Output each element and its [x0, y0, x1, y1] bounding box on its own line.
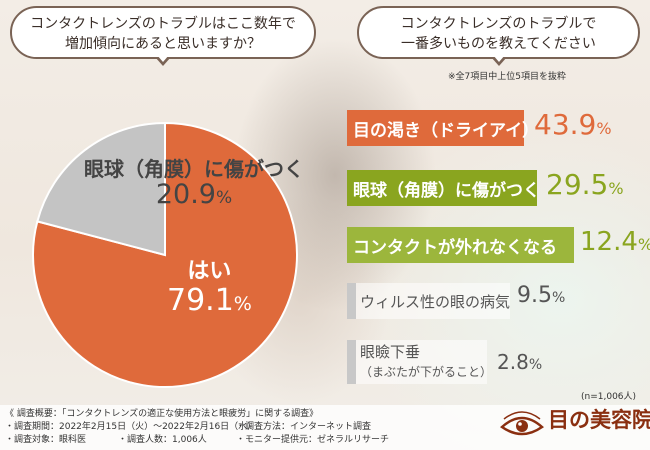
survey-count: ・調査人数：1,006人	[118, 435, 207, 445]
survey-provider: ・モニター提供元：ゼネラルリサーチ	[236, 435, 390, 445]
rank-value-ptosis: 2.8%	[497, 350, 542, 374]
question-trouble-line2: 一番多いものを教えてください	[401, 36, 596, 52]
bubble-tail	[155, 55, 171, 66]
rank-value-cornea-scratch-number: 29.5	[546, 168, 609, 201]
rank-label-lens-stuck: コンタクトが外れなくなる	[353, 237, 557, 258]
rank-value-viral-disease-number: 9.5	[517, 283, 552, 308]
pie-label-no: 眼球（角膜）に傷がつく 20.9%	[84, 158, 304, 210]
rank-value-dry-eye-unit: %	[596, 119, 612, 138]
eye-icon	[499, 411, 545, 436]
rank-box-cornea-scratch: 眼球（角膜）に傷がつく	[347, 170, 540, 206]
rank-value-lens-stuck-number: 12.4	[580, 227, 638, 257]
rank-label-dry-eye: 目の渇き（ドライアイ）	[353, 120, 540, 141]
selection-note: ※全7項目中上位5項目を抜粋	[448, 72, 566, 82]
rank-value-ptosis-number: 2.8	[497, 350, 529, 374]
question-trouble-line1: コンタクトレンズのトラブルで	[400, 16, 597, 32]
question-trend-line2: 増加傾向にあると思いますか？	[65, 36, 261, 52]
rank-value-lens-stuck-unit: %	[638, 235, 650, 254]
pie-value-yes-unit: %	[233, 293, 252, 316]
rank-box-dry-eye: 目の渇き（ドライアイ）	[347, 110, 539, 146]
rank-value-cornea-scratch: 29.5%	[546, 168, 624, 201]
rank-box-ptosis: 眼瞼下垂 （まぶたが下がること）	[347, 340, 493, 384]
rank-value-ptosis-unit: %	[528, 357, 543, 373]
rank-box-viral-disease: ウィルス性の眼の病気	[347, 283, 510, 319]
pie-value-no-unit: %	[215, 188, 233, 208]
rank-value-dry-eye-number: 43.9	[534, 108, 597, 141]
sample-size: (n=1,006人)	[581, 392, 637, 402]
rank-value-viral-disease-unit: %	[552, 290, 566, 306]
question-bubble-common-trouble: コンタクトレンズのトラブルで 一番多いものを教えてください	[357, 6, 640, 66]
pie-label-yes: はい 79.1%	[167, 259, 252, 317]
question-trend-line1: コンタクトレンズのトラブルはここ数年で	[30, 16, 296, 32]
survey-overview: 《 調査概要：「コンタクトレンズの適正な使用方法と眼疲労」に関する調査》	[5, 409, 319, 419]
bubble-tail	[490, 55, 507, 66]
rank-value-lens-stuck: 12.4%	[580, 227, 650, 257]
question-bubble-trend: コンタクトレンズのトラブルはここ数年で 増加傾向にあると思いますか？	[10, 6, 316, 66]
rank-label-cornea-scratch: 眼球（角膜）に傷がつく	[353, 180, 540, 201]
pie-category-no: 眼球（角膜）に傷がつく	[84, 157, 304, 181]
survey-target: ・調査対象：眼科医	[5, 435, 87, 445]
pie-category-yes: はい	[187, 259, 232, 284]
survey-footer: 《 調査概要：「コンタクトレンズの適正な使用方法と眼疲労」に関する調査》 ・調査…	[0, 405, 650, 450]
rank-label-ptosis: 眼瞼下垂	[360, 343, 421, 361]
rank-label-viral-disease: ウィルス性の眼の病気	[360, 292, 511, 311]
pie-slice-no	[36, 121, 166, 257]
rank-value-viral-disease: 9.5%	[517, 283, 565, 308]
pie-value-no-number: 20.9	[155, 179, 216, 210]
pie-value-no: 20.9%	[84, 180, 304, 210]
survey-period: ・調査期間：2022年2月15日（火）～2022年2月16日（水）	[5, 422, 257, 432]
rank-box-lens-stuck: コンタクトが外れなくなる	[347, 227, 574, 263]
pie-value-yes: 79.1%	[167, 284, 252, 317]
pie-value-yes-number: 79.1	[167, 283, 234, 319]
rank-sublabel-ptosis: （まぶたが下がること）	[360, 365, 493, 379]
rank-value-dry-eye: 43.9%	[534, 108, 612, 141]
brand-logo: 目の美容院	[499, 409, 650, 443]
survey-method: ・調査方法：インターネット調査	[236, 422, 372, 432]
rank-value-cornea-scratch-unit: %	[608, 179, 624, 198]
brand-logo-text: 目の美容院	[548, 407, 650, 432]
